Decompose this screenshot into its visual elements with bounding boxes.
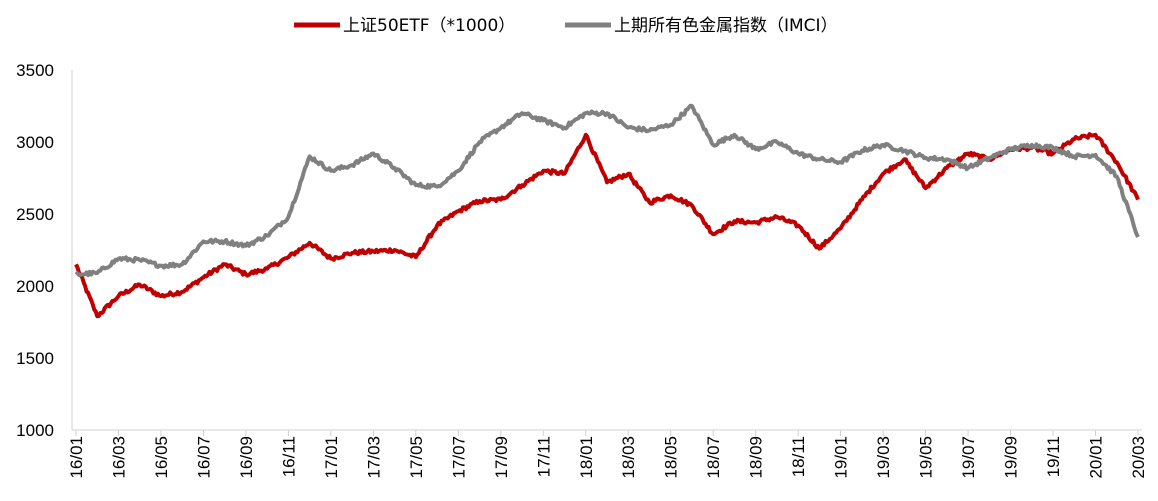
y-tick-label: 2500 (16, 205, 54, 224)
x-tick-label: 19/05 (917, 436, 936, 479)
x-tick-label: 16/09 (237, 436, 256, 479)
legend-label-sse50: 上证50ETF（*1000） (343, 16, 515, 36)
x-tick-label: 19/11 (1044, 436, 1063, 477)
x-tick-label: 18/11 (789, 436, 808, 477)
x-tick-label: 16/11 (279, 436, 298, 477)
x-tick-label: 20/03 (1129, 436, 1148, 479)
y-axis: 1000 1500 2000 2500 3000 3500 (16, 61, 73, 440)
x-tick-label: 16/07 (194, 436, 213, 479)
x-tick-label: 16/05 (152, 436, 171, 479)
legend-label-imci: 上期所有色金属指数（IMCI） (614, 16, 838, 36)
y-tick-label: 1500 (16, 349, 54, 368)
x-tick-label: 18/09 (747, 436, 766, 479)
series-line-sse50 (74, 132, 1140, 319)
x-tick-label: 17/09 (492, 436, 511, 479)
x-axis: 16/01 16/03 16/05 16/07 16/09 16/11 17/01 17/03… (67, 429, 1148, 479)
x-tick-label: 19/03 (874, 436, 893, 479)
plot-area (74, 103, 1140, 319)
x-tick-label: 16/03 (109, 436, 128, 479)
x-tick-label: 18/03 (619, 436, 638, 479)
x-tick-label: 17/03 (364, 436, 383, 479)
x-tick-label: 18/01 (577, 436, 596, 479)
x-tick-label: 17/11 (534, 436, 553, 477)
y-tick-label: 3000 (16, 133, 54, 152)
x-tick-label: 17/07 (449, 436, 468, 479)
x-tick-label: 19/01 (832, 436, 851, 479)
x-tick-label: 19/07 (959, 436, 978, 479)
x-tick-label: 18/05 (662, 436, 681, 479)
x-tick-label: 16/01 (67, 436, 86, 479)
y-tick-label: 2000 (16, 277, 54, 296)
chart-legend: 上证50ETF（*1000） 上期所有色金属指数（IMCI） (294, 16, 838, 36)
x-tick-label: 17/01 (322, 436, 341, 479)
x-tick-label: 17/05 (407, 436, 426, 479)
x-tick-label: 18/07 (704, 436, 723, 479)
y-tick-label: 1000 (16, 421, 54, 440)
y-tick-label: 3500 (16, 61, 54, 80)
x-tick-label: 20/01 (1087, 436, 1106, 479)
x-tick-label: 19/09 (1002, 436, 1021, 479)
series-line-imci (74, 103, 1140, 278)
